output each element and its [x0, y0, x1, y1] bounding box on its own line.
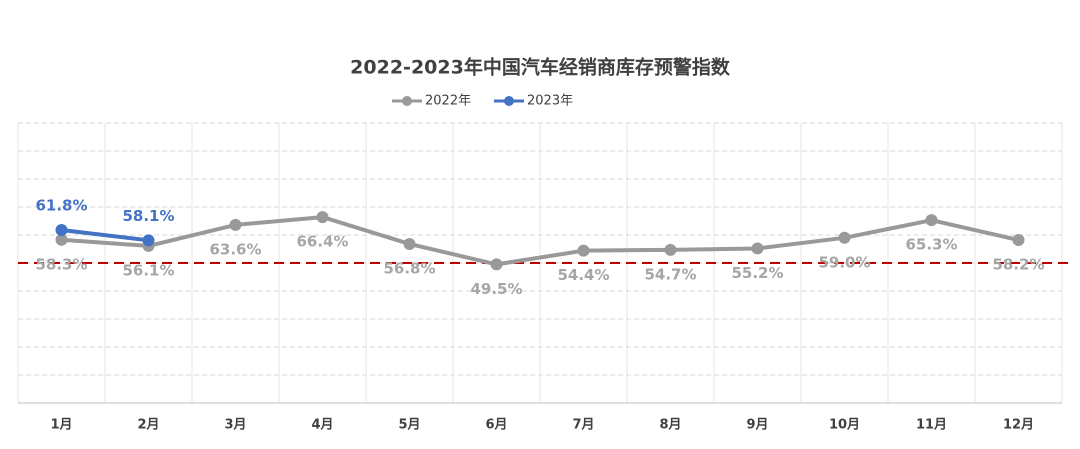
- point: [925, 214, 938, 227]
- x-tick-label: 7月: [572, 418, 594, 433]
- point: [403, 237, 416, 250]
- data-label: 49.5%: [470, 280, 522, 298]
- legend-marker: [504, 96, 514, 106]
- x-tick-label: 6月: [485, 418, 507, 433]
- point: [838, 231, 851, 244]
- data-label: 59.0%: [818, 253, 870, 271]
- data-label: 58.3%: [35, 255, 87, 273]
- x-tick-label: 5月: [398, 418, 420, 433]
- data-label: 65.3%: [905, 236, 957, 254]
- point: [1012, 234, 1025, 247]
- point: [751, 242, 764, 255]
- x-tick-label: 4月: [311, 418, 333, 433]
- x-tick-label: 1月: [50, 418, 72, 433]
- data-label: 66.4%: [296, 233, 348, 251]
- point: [490, 258, 503, 271]
- data-label: 61.8%: [35, 196, 87, 214]
- x-tick-label: 10月: [829, 418, 860, 433]
- point: [142, 234, 155, 247]
- data-label: 58.2%: [992, 256, 1044, 274]
- data-label: 54.7%: [644, 265, 696, 283]
- chart-title: 2022-2023年中国汽车经销商库存预警指数: [350, 56, 731, 79]
- x-tick-label: 11月: [916, 418, 947, 433]
- x-tick-label: 9月: [746, 418, 768, 433]
- x-tick-label: 12月: [1003, 418, 1034, 433]
- series-line: [61, 227, 149, 243]
- point: [55, 233, 68, 246]
- data-label: 55.2%: [731, 264, 783, 282]
- point: [664, 243, 677, 256]
- point: [577, 244, 590, 257]
- legend-label: 2023年: [527, 94, 573, 109]
- x-tick-label: 8月: [659, 418, 681, 433]
- point: [229, 218, 242, 231]
- legend-label: 2022年: [425, 94, 471, 109]
- point: [316, 211, 329, 224]
- data-label: 56.1%: [122, 261, 174, 279]
- data-label: 54.4%: [557, 266, 609, 284]
- data-label: 58.1%: [122, 207, 174, 225]
- legend-marker: [402, 96, 412, 106]
- x-tick-label: 3月: [224, 418, 246, 433]
- series-line: [61, 215, 1019, 267]
- x-tick-label: 2月: [137, 418, 159, 433]
- data-label: 56.8%: [383, 259, 435, 277]
- point: [55, 223, 68, 236]
- data-label: 63.6%: [209, 240, 261, 258]
